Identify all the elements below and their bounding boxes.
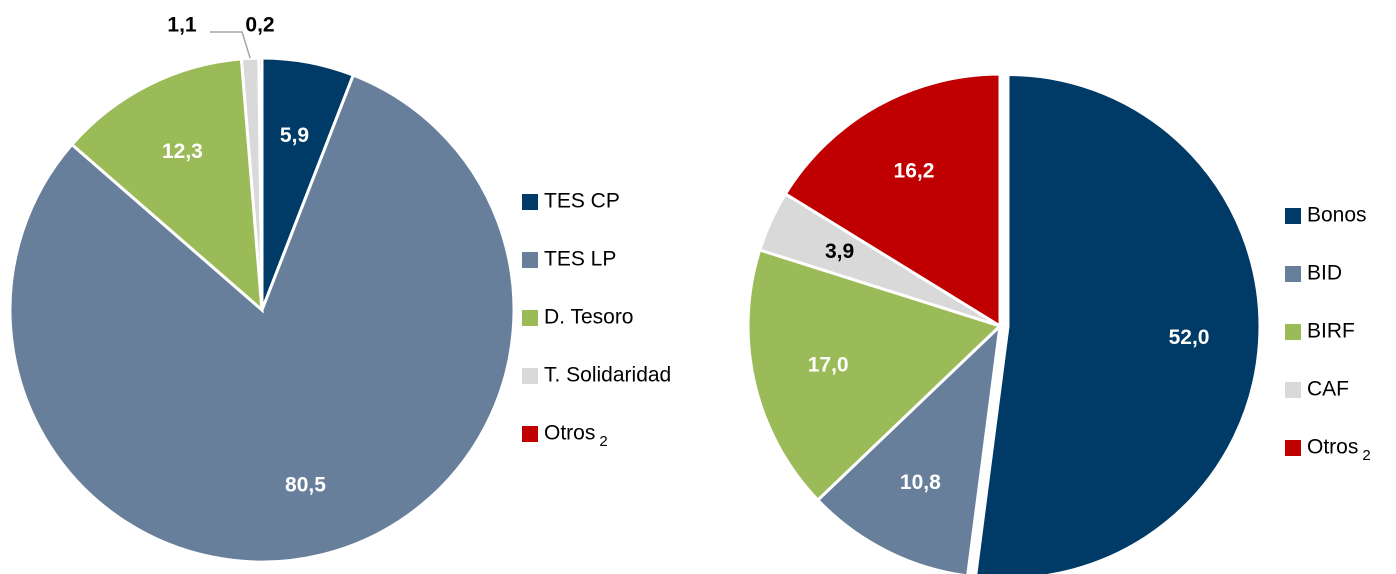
pie-slice [746, 248, 1003, 503]
legend-swatch [1285, 324, 1301, 340]
legend-swatch [1285, 382, 1301, 398]
data-label: 52,0 [1169, 326, 1210, 349]
legend-swatch [522, 194, 538, 210]
data-label: 80,5 [285, 474, 326, 497]
pie-slice [815, 321, 1003, 574]
data-label: 3,9 [825, 240, 854, 263]
data-label: 5,9 [280, 124, 309, 147]
legend-label: Bonos [1307, 204, 1367, 227]
data-label: 17,0 [808, 353, 849, 376]
legend-swatch [522, 426, 538, 442]
data-label: 10,8 [900, 471, 941, 494]
legend-label: BID [1307, 262, 1342, 285]
legend-label: D. Tesoro [544, 306, 634, 329]
pie-slice [974, 73, 1262, 574]
legend-swatch [1285, 208, 1301, 224]
pie-slice [783, 72, 1002, 329]
legend-swatch [522, 310, 538, 326]
legend-swatch [522, 368, 538, 384]
legend-footnote: 2 [599, 433, 607, 450]
legend-label: BIRF [1307, 320, 1355, 343]
legend-label: TES LP [544, 248, 616, 271]
legend-label: Otros [1307, 436, 1358, 459]
leader-line [210, 31, 251, 59]
data-label: 0,2 [245, 14, 274, 37]
legend-label: CAF [1307, 378, 1349, 401]
pie-slice [69, 57, 264, 314]
legend-footnote: 2 [1362, 447, 1370, 464]
legend-label: TES CP [544, 190, 620, 213]
legend-swatch [1285, 266, 1301, 282]
data-label: 12,3 [162, 140, 203, 163]
data-label: 16,2 [894, 160, 935, 183]
pie-slice [257, 56, 264, 311]
legend-swatch [522, 252, 538, 268]
legend-label: Otros [544, 422, 595, 445]
legend-label: T. Solidaridad [544, 364, 671, 387]
pie-slice [8, 73, 516, 564]
legend-swatch [1285, 440, 1301, 456]
data-label: 1,1 [167, 14, 197, 37]
